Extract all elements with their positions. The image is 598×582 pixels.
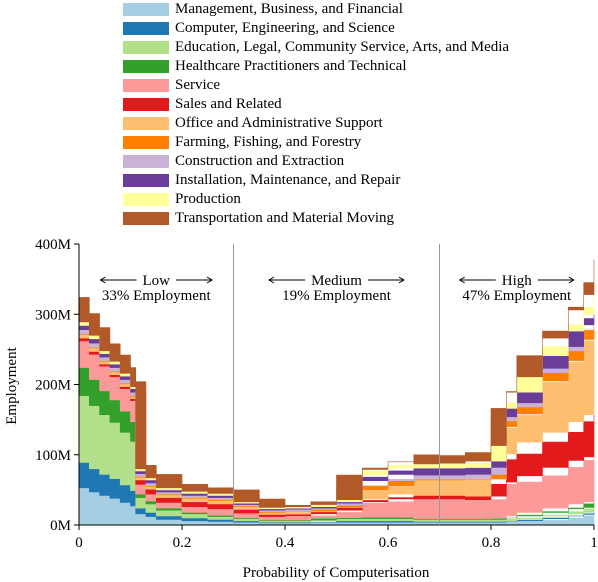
legend-item: Office and Administrative Support [123, 114, 509, 133]
area-series [78, 259, 595, 508]
region-dividers [233, 244, 440, 525]
legend-label: Computer, Engineering, and Science [175, 20, 395, 36]
region-arrow-left [458, 276, 496, 284]
legend-swatch [123, 155, 169, 168]
x-axis-label: Probability of Computerisation [243, 565, 430, 581]
legend-label: Farming, Fishing, and Forestry [175, 134, 362, 150]
legend-label: Sales and Related [175, 96, 282, 112]
legend-swatch [123, 3, 169, 16]
legend-item: Transportation and Material Moving [123, 209, 509, 228]
legend-swatch [123, 117, 169, 130]
region-arrow-left [268, 276, 306, 284]
legend-item: Installation, Maintenance, and Repair [123, 171, 509, 190]
y-tick-label: 100M [35, 448, 71, 464]
chart-legend: Management, Business, and Financial Compu… [123, 0, 509, 228]
legend-item: Management, Business, and Financial [123, 0, 509, 19]
legend-swatch [123, 136, 169, 149]
legend-label: Healthcare Practitioners and Technical [175, 58, 407, 74]
legend-label: Construction and Extraction [175, 153, 345, 169]
legend-label: Transportation and Material Moving [175, 210, 395, 226]
y-tick-label: 400M [35, 237, 71, 253]
area-series-group [78, 259, 595, 526]
legend-item: Service [123, 76, 509, 95]
x-tick-label: 0.2 [173, 535, 192, 551]
legend-swatch [123, 22, 169, 35]
legend-item: Production [123, 190, 509, 209]
y-tick-label: 300M [35, 307, 71, 323]
x-tick-label: 1 [590, 535, 598, 551]
region-arrow-right [537, 276, 575, 284]
region-share: 47% Employment [462, 288, 572, 304]
legend-label: Office and Administrative Support [175, 115, 383, 131]
legend-item: Computer, Engineering, and Science [123, 19, 509, 38]
legend-swatch [123, 98, 169, 111]
legend-item: Construction and Extraction [123, 152, 509, 171]
legend-item: Farming, Fishing, and Forestry [123, 133, 509, 152]
legend-swatch [123, 41, 169, 54]
region-arrow-right [367, 276, 405, 284]
x-tick-label: 0.6 [379, 535, 398, 551]
legend-item: Healthcare Practitioners and Technical [123, 57, 509, 76]
y-tick-label: 0M [50, 518, 71, 534]
x-tick-label: 0 [75, 535, 83, 551]
region-arrow-right [176, 276, 213, 284]
legend-swatch [123, 193, 169, 206]
legend-label: Management, Business, and Financial [175, 1, 403, 17]
legend-swatch [123, 174, 169, 187]
legend-swatch [123, 212, 169, 225]
legend-item: Education, Legal, Community Service, Art… [123, 38, 509, 57]
legend-swatch [123, 60, 169, 73]
region-share: 33% Employment [102, 288, 212, 304]
region-arrow-left [99, 276, 137, 284]
legend-label: Installation, Maintenance, and Repair [175, 172, 401, 188]
legend-label: Education, Legal, Community Service, Art… [175, 39, 510, 55]
legend-item: Sales and Related [123, 95, 509, 114]
region-name: Medium [311, 273, 362, 289]
y-tick-label: 200M [35, 378, 71, 394]
region-share: 19% Employment [282, 288, 392, 304]
region-name: Low [143, 273, 171, 289]
legend-swatch [123, 79, 169, 92]
x-tick-label: 0.8 [482, 535, 501, 551]
legend-label: Production [175, 191, 241, 207]
x-tick-label: 0.4 [276, 535, 295, 551]
legend-label: Service [175, 77, 220, 93]
region-name: High [502, 273, 533, 289]
y-axis-label: Employment [4, 346, 20, 424]
tick-group: 0 0.2 0.4 0.6 0.8 1 0M 100M 200M 300M 400M [35, 237, 598, 551]
